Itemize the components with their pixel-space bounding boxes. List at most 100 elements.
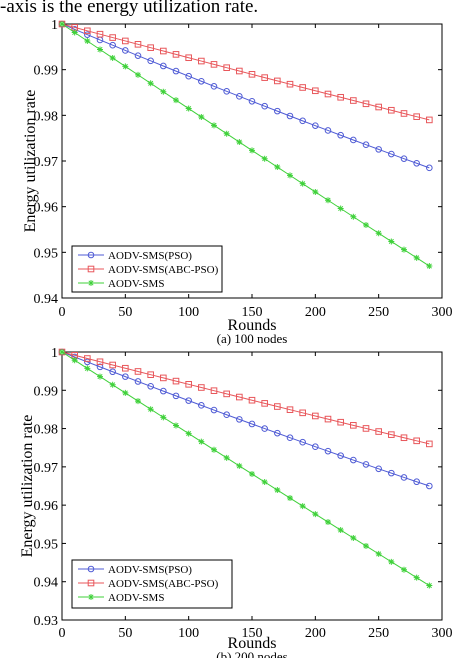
data-point: [350, 422, 357, 429]
data-point: [400, 155, 408, 162]
data-point: [160, 414, 167, 421]
data-point: [274, 429, 281, 437]
y-tick-label: 0.96: [34, 499, 59, 514]
data-point: [236, 93, 243, 100]
data-point: [400, 474, 408, 481]
data-point: [362, 141, 370, 148]
data-point: [299, 409, 306, 417]
data-point: [286, 434, 294, 441]
data-point: [426, 263, 433, 270]
data-point: [236, 67, 243, 75]
data-point: [223, 64, 230, 72]
x-tick-label: 100: [178, 305, 199, 320]
data-point: [223, 88, 230, 95]
data-point: [312, 511, 319, 518]
series-AODV-SMS(ABC-PSO): [58, 20, 433, 124]
data-point: [274, 487, 281, 494]
data-point: [84, 31, 91, 38]
data-point: [147, 57, 154, 65]
data-point: [134, 378, 142, 385]
data-point: [198, 402, 205, 409]
data-point: [198, 57, 205, 65]
legend-marker: [87, 579, 95, 587]
data-point: [413, 254, 420, 261]
data-point: [147, 371, 154, 378]
data-point: [173, 422, 179, 429]
y-tick-label: 0.94: [34, 292, 59, 307]
data-point: [286, 406, 294, 413]
data-point: [211, 122, 217, 129]
data-point: [198, 77, 205, 85]
data-point: [324, 127, 332, 134]
data-point: [337, 527, 344, 534]
data-point: [96, 363, 104, 371]
data-point: [413, 113, 420, 120]
data-point: [122, 63, 129, 70]
data-point: [287, 495, 293, 502]
y-axis-title: Energy utilization rate: [22, 90, 39, 233]
top-caption: -axis is the energy utilization rate.: [0, 0, 259, 17]
data-point: [312, 443, 319, 451]
data-point: [198, 438, 205, 445]
data-point: [375, 146, 382, 153]
data-point: [185, 105, 192, 112]
data-point: [248, 97, 256, 105]
y-tick-label: 0.95: [34, 537, 59, 552]
data-point: [413, 159, 420, 167]
data-point: [160, 88, 167, 95]
data-point: [363, 542, 369, 549]
data-point: [96, 358, 104, 366]
data-point: [160, 47, 167, 55]
legend-label: AODV-SMS(PSO): [108, 250, 192, 262]
legend-label: AODV-SMS: [108, 278, 164, 290]
legend-marker: [88, 594, 94, 600]
data-point: [299, 438, 306, 446]
data-point: [299, 84, 306, 91]
data-point: [324, 415, 332, 423]
series-line: [61, 351, 430, 445]
data-point: [287, 172, 293, 179]
data-point: [147, 80, 154, 87]
x-tick-label: 50: [118, 305, 132, 320]
data-point: [286, 112, 294, 120]
data-point: [312, 122, 319, 129]
data-point: [236, 416, 243, 423]
data-point: [210, 406, 218, 414]
data-point: [312, 412, 319, 420]
data-point: [362, 100, 370, 108]
chart-caption: (b) 200 nodes: [216, 649, 288, 658]
data-point: [299, 503, 306, 510]
data-point: [249, 470, 255, 477]
data-point: [325, 197, 331, 204]
y-tick-label: 0.99: [34, 384, 59, 399]
data-point: [337, 452, 344, 459]
data-point: [248, 420, 256, 428]
data-point: [97, 373, 103, 380]
x-tick-label: 0: [59, 305, 66, 320]
data-point: [312, 188, 319, 195]
y-tick-label: 0.95: [34, 246, 59, 261]
data-point: [223, 454, 230, 461]
data-point: [211, 446, 217, 453]
x-tick-label: 50: [118, 626, 132, 641]
data-point: [350, 456, 357, 464]
data-point: [84, 355, 91, 362]
legend-label: AODV-SMS(ABC-PSO): [108, 578, 219, 590]
data-point: [388, 469, 395, 477]
data-point: [84, 38, 91, 45]
legend: AODV-SMS(PSO) AODV-SMS(ABC-PSO) AODV-SMS: [71, 559, 233, 609]
data-point: [337, 205, 344, 212]
data-point: [249, 147, 255, 154]
data-point: [71, 29, 78, 36]
data-point: [312, 87, 319, 95]
series-AODV-SMS: [59, 349, 433, 589]
data-point: [71, 357, 78, 364]
y-tick-label: 0.98: [34, 423, 59, 438]
data-point: [299, 180, 306, 187]
data-point: [324, 447, 332, 455]
x-axis-title: Rounds: [228, 635, 277, 652]
data-point: [388, 431, 395, 438]
y-tick-label: 0.94: [34, 576, 59, 591]
legend-label: AODV-SMS: [108, 592, 164, 604]
chart-1: 0 50 100 150 200 250 300 0.94 0.95 0.96 0.97 0.98 0.…: [22, 18, 453, 346]
